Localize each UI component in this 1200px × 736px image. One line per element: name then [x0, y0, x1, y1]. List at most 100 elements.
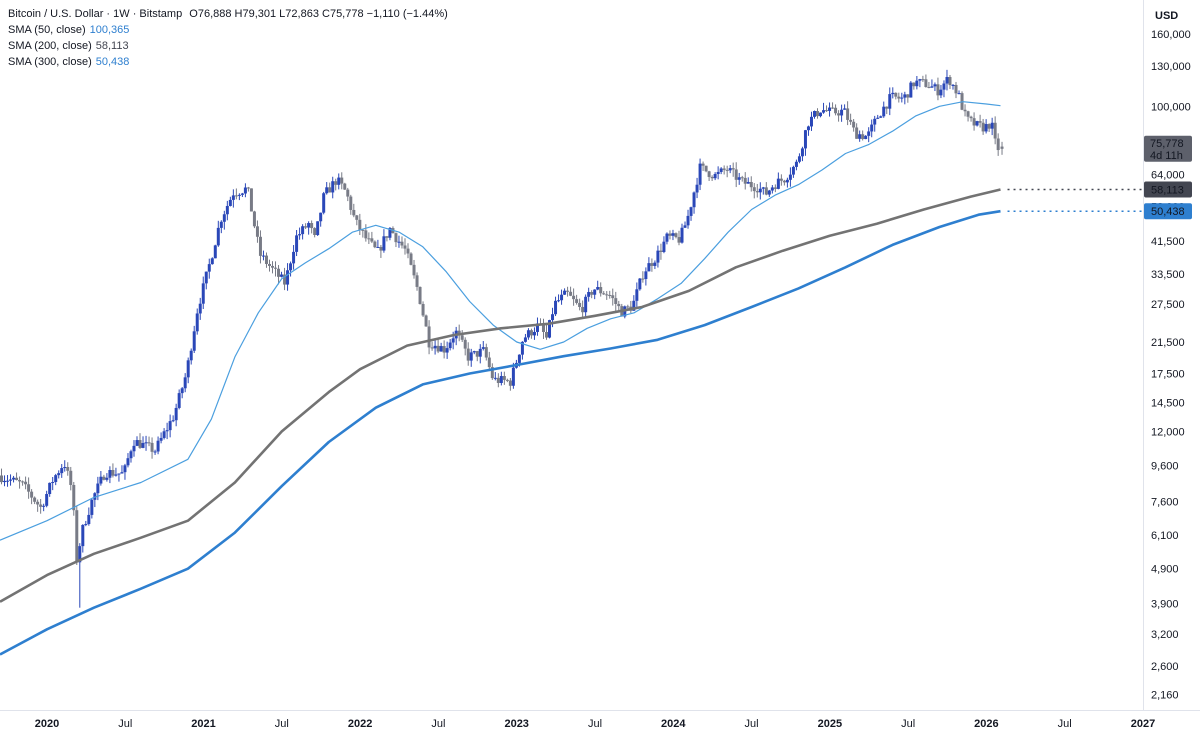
candle-body	[617, 303, 621, 307]
candle-body	[144, 442, 148, 444]
legend-sma50-row[interactable]: SMA (50, close) 100,365	[8, 22, 448, 38]
candle-body	[903, 94, 907, 98]
candle-body	[292, 251, 296, 264]
candle-body	[352, 209, 356, 216]
candle-body	[493, 377, 497, 379]
candle-body	[289, 263, 293, 271]
time-axis[interactable]: 2020 Jul 2021 Jul 2022 Jul 2023 Jul 2024 Jul 2025 J…	[35, 718, 1156, 730]
candle-body	[800, 148, 804, 157]
legend-symbol[interactable]: Bitcoin / U.S. Dollar · 1W · Bitstamp	[8, 8, 183, 20]
candle-body	[951, 84, 955, 86]
candle-body	[171, 420, 175, 422]
legend-sma50-label: SMA (50, close)	[8, 24, 86, 36]
candle-body	[397, 241, 401, 243]
candle-body	[888, 94, 892, 109]
sma50-line[interactable]	[0, 101, 1001, 541]
candle-body	[614, 298, 618, 304]
candle-body	[129, 451, 133, 459]
last-candle-body[interactable]	[1000, 146, 1004, 149]
candle-body	[325, 187, 329, 194]
time-tick-label: 2020	[35, 718, 59, 730]
candle-body	[334, 181, 338, 185]
candle-body	[117, 473, 121, 475]
candle-body	[710, 176, 714, 179]
candle-body	[3, 480, 7, 483]
candle-body	[216, 227, 220, 246]
candle-body	[400, 241, 404, 246]
candle-body	[707, 171, 711, 177]
candle-body	[271, 265, 275, 268]
candle-body	[975, 121, 979, 126]
candle-body	[921, 79, 925, 81]
candle-body	[147, 442, 151, 444]
candle-body	[590, 292, 594, 295]
legend-sma200-label: SMA (200, close)	[8, 40, 92, 52]
sma200-line[interactable]	[0, 188, 1001, 603]
candle-body	[713, 174, 717, 179]
candle-body	[264, 255, 268, 264]
candle-body	[99, 476, 103, 484]
candle-body	[225, 205, 229, 215]
candle-body	[75, 510, 79, 563]
candle-body	[123, 465, 127, 473]
candle-body	[192, 331, 196, 351]
candle-body	[499, 376, 503, 383]
price-axis-currency[interactable]: USD	[1155, 10, 1178, 22]
candle-body	[668, 233, 672, 236]
legend-sma300-row[interactable]: SMA (300, close) 50,438	[8, 54, 448, 70]
candle-body	[36, 501, 40, 505]
candle-body	[267, 263, 271, 266]
time-tick-label: 2024	[661, 718, 686, 730]
candle-body	[48, 482, 52, 495]
candle-body	[529, 330, 533, 336]
price-tick-label: 2,600	[1151, 661, 1179, 673]
legend-sma200-row[interactable]: SMA (200, close) 58,113	[8, 38, 448, 54]
candle-body	[984, 124, 988, 132]
candle-body	[575, 299, 579, 303]
candle-body	[252, 211, 256, 227]
candle-body	[418, 286, 422, 304]
candle-body	[879, 116, 883, 118]
candle-body	[557, 300, 561, 302]
price-axis[interactable]: USD160,000130,000100,00080,00064,00052,0…	[1151, 10, 1191, 701]
candle-body	[746, 181, 750, 184]
candle-body	[517, 354, 521, 363]
candle-body	[364, 230, 368, 239]
time-tick-label: 2026	[974, 718, 998, 730]
time-tick-label: 2021	[191, 718, 215, 730]
candle-body	[102, 476, 106, 480]
candle-body	[45, 494, 49, 506]
candle-body	[469, 352, 473, 361]
candle-body	[695, 184, 699, 193]
candle-body	[66, 467, 70, 471]
candle-body	[551, 314, 555, 321]
candle-body	[319, 212, 323, 222]
candle-body	[927, 86, 931, 88]
candle-body	[647, 263, 651, 272]
candle-body	[126, 458, 130, 466]
candle-body	[698, 163, 702, 185]
candle-body	[283, 274, 287, 285]
candle-body	[716, 171, 720, 175]
candle-body	[593, 289, 597, 295]
candle-body	[704, 165, 708, 172]
candle-body	[54, 475, 58, 483]
candle-body	[864, 135, 868, 140]
legend-ohlc: O76,888 H79,301 L72,863 C75,778 −1,110 (…	[189, 8, 448, 20]
candle-body	[274, 267, 278, 269]
price-tick-label: 21,500	[1151, 337, 1185, 349]
candle-body	[692, 192, 696, 208]
candle-body	[6, 480, 10, 482]
candle-body	[409, 253, 413, 265]
candle-body	[475, 351, 479, 357]
candle-body	[665, 233, 669, 242]
candle-body	[328, 187, 332, 193]
candle-body	[548, 320, 552, 338]
candle-body	[873, 118, 877, 125]
sma300-line[interactable]	[0, 209, 1001, 656]
candle-body	[18, 480, 22, 482]
candle-body	[490, 367, 494, 379]
candle-body	[837, 113, 841, 116]
candle-body	[60, 468, 64, 474]
